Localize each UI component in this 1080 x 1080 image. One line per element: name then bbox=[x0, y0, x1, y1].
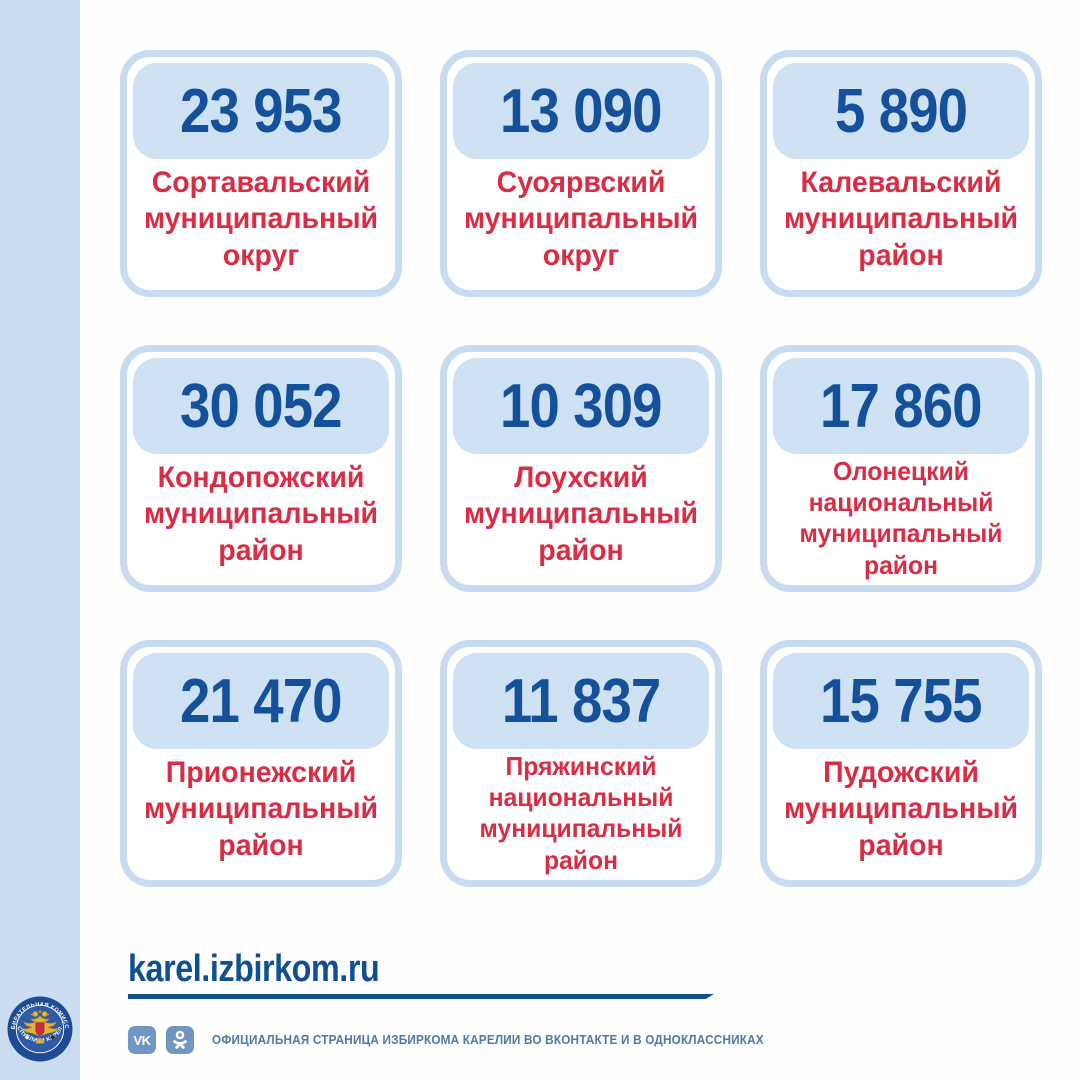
social-caption: ОФИЦИАЛЬНАЯ СТРАНИЦА ИЗБИРКОМА КАРЕЛИИ В… bbox=[212, 1033, 764, 1047]
vk-button[interactable]: VK bbox=[128, 1026, 156, 1054]
stat-value: 5 890 bbox=[834, 76, 968, 146]
stat-card-kondopozhsky: 30 052 Кондопожский муниципальный район bbox=[120, 345, 402, 592]
district-name: Прионежский муниципальный район bbox=[143, 755, 379, 862]
seal-shield-icon bbox=[35, 1022, 45, 1036]
url-underline-divider bbox=[128, 994, 714, 999]
stat-card-olonetsky: 17 860 Олонецкий национальный муниципаль… bbox=[760, 345, 1042, 592]
stat-card-suoyarvsky: 13 090 Суоярвский муниципальный округ bbox=[440, 50, 722, 297]
seal-scepter-icon bbox=[50, 1034, 56, 1040]
odnoklassniki-icon bbox=[173, 1030, 187, 1049]
stat-card-kalevalsky: 5 890 Калевальский муниципальный район bbox=[760, 50, 1042, 297]
district-name: Сортавальский муниципальный округ bbox=[143, 165, 379, 272]
stat-value-pill: 21 470 bbox=[133, 653, 389, 749]
stat-value-pill: 15 755 bbox=[773, 653, 1029, 749]
stat-value-pill: 17 860 bbox=[773, 358, 1029, 454]
stat-value: 21 470 bbox=[180, 666, 342, 736]
vk-icon: VK bbox=[133, 1032, 151, 1048]
district-name: Пудожский муниципальный район bbox=[783, 755, 1019, 862]
odnoklassniki-button[interactable] bbox=[166, 1026, 194, 1054]
stat-value: 10 309 bbox=[500, 371, 662, 441]
stat-value: 13 090 bbox=[500, 76, 662, 146]
district-name: Пряжинский национальный муниципальный ра… bbox=[479, 751, 683, 875]
stat-value: 17 860 bbox=[820, 371, 982, 441]
stat-card-prionezhsky: 21 470 Прионежский муниципальный район bbox=[120, 640, 402, 887]
left-accent-strip bbox=[0, 0, 80, 1080]
stat-value-pill: 11 837 bbox=[453, 653, 709, 749]
site-url-link[interactable]: karel.izbirkom.ru bbox=[128, 948, 380, 990]
social-row: VK ОФИЦИАЛЬНАЯ СТРАНИЦА ИЗБИРКОМА КАРЕЛИ… bbox=[128, 1026, 799, 1054]
stat-card-sortavalsky: 23 953 Сортавальский муниципальный округ bbox=[120, 50, 402, 297]
stat-card-grid: 23 953 Сортавальский муниципальный округ… bbox=[120, 50, 1042, 887]
stat-value: 11 837 bbox=[501, 666, 661, 736]
stat-card-pryazhinsky: 11 837 Пряжинский национальный муниципал… bbox=[440, 640, 722, 887]
stat-value: 15 755 bbox=[820, 666, 982, 736]
stat-value: 30 052 bbox=[180, 371, 342, 441]
election-commission-seal: ИЗБИРАТЕЛЬНАЯ КОМИССИЯ РЕСПУБЛИКИ КАРЕЛИ… bbox=[7, 996, 73, 1062]
district-name: Суоярвский муниципальный округ bbox=[463, 165, 699, 272]
stat-value-pill: 5 890 bbox=[773, 63, 1029, 159]
district-name: Калевальский муниципальный район bbox=[783, 165, 1019, 272]
stat-value-pill: 23 953 bbox=[133, 63, 389, 159]
district-name: Лоухский муниципальный район bbox=[463, 460, 699, 567]
stat-value-pill: 10 309 bbox=[453, 358, 709, 454]
seal-orb-icon bbox=[24, 1034, 30, 1040]
stat-value-pill: 30 052 bbox=[133, 358, 389, 454]
stat-card-loukhsky: 10 309 Лоухский муниципальный район bbox=[440, 345, 722, 592]
stat-card-pudozhsky: 15 755 Пудожский муниципальный район bbox=[760, 640, 1042, 887]
stat-value-pill: 13 090 bbox=[453, 63, 709, 159]
district-name: Олонецкий национальный муниципальный рай… bbox=[799, 456, 1003, 580]
stat-value: 23 953 bbox=[180, 76, 342, 146]
district-name: Кондопожский муниципальный район bbox=[143, 460, 379, 567]
